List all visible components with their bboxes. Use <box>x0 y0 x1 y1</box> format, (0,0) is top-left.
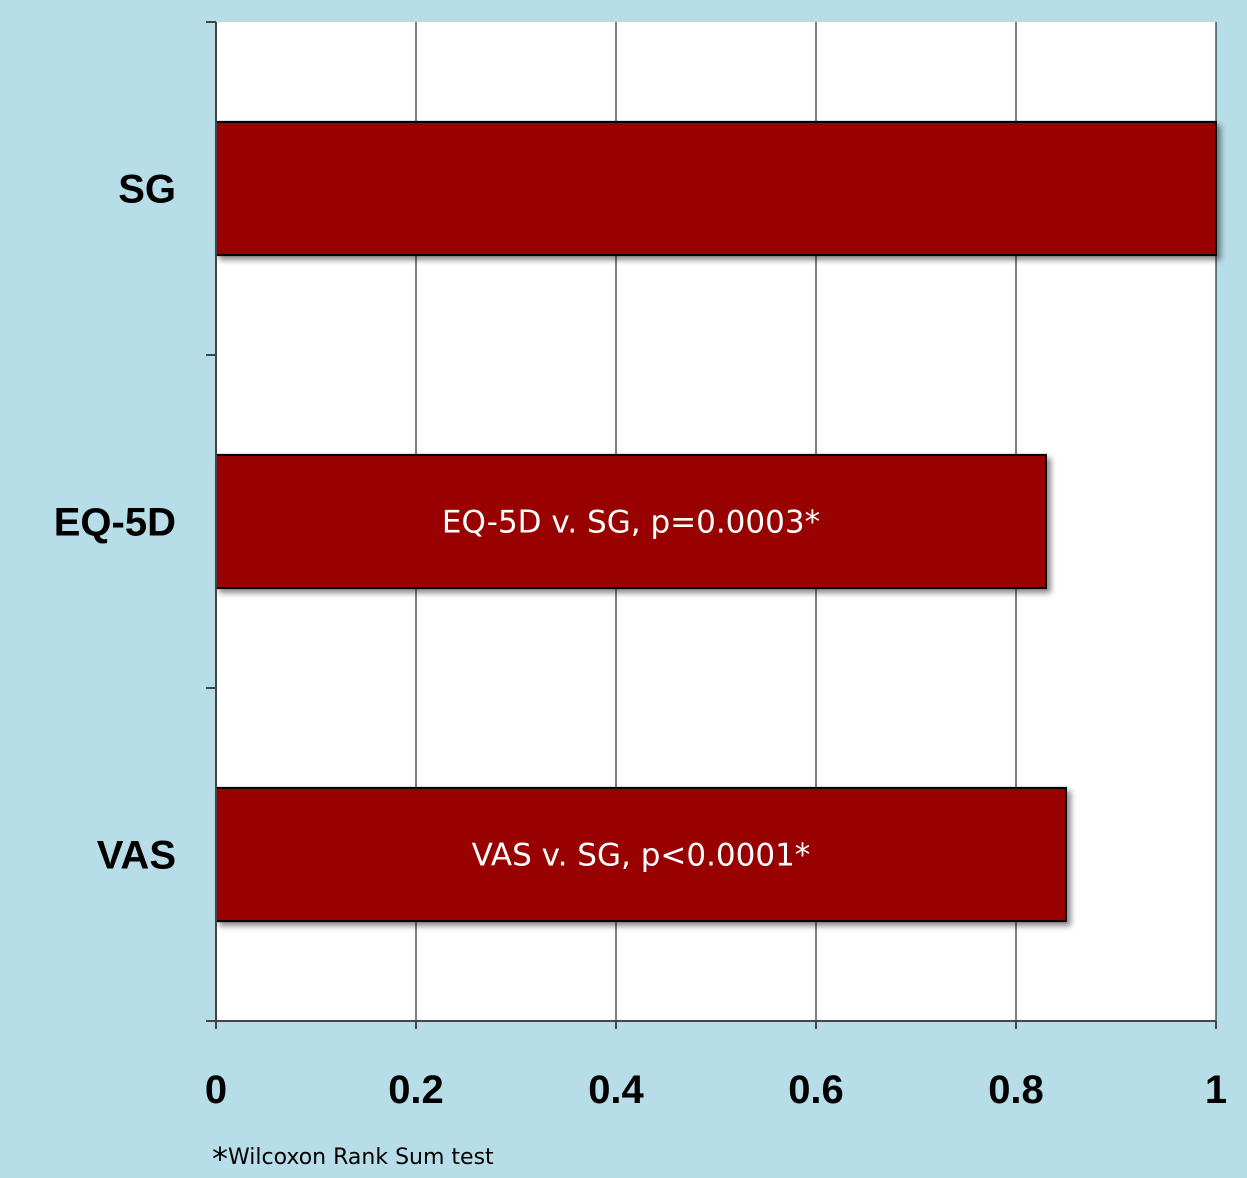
x-tick-labels: 0 0.2 0.4 0.6 0.8 1 <box>205 1068 1227 1112</box>
bar-annotation: EQ-5D v. SG, p=0.0003* <box>442 505 820 541</box>
x-tick-label: 1 <box>1205 1068 1227 1112</box>
x-tick-label: 0.8 <box>988 1068 1044 1112</box>
bar-sg <box>215 120 1217 257</box>
category-labels: SG EQ-5D VAS <box>54 168 176 878</box>
bar-eq-5d <box>215 453 1047 590</box>
category-label: SG <box>118 168 176 212</box>
x-tick-label: 0 <box>205 1068 227 1112</box>
category-label: EQ-5D <box>54 501 176 545</box>
footnote-marker: * <box>212 1140 228 1178</box>
footnote-text: Wilcoxon Rank Sum test <box>228 1145 494 1170</box>
x-tick-label: 0.4 <box>588 1068 644 1112</box>
bar-annotation: VAS v. SG, p<0.0001* <box>472 838 811 874</box>
axes <box>206 21 1217 1029</box>
x-tick-label: 0.2 <box>388 1068 444 1112</box>
x-tick-label: 0.6 <box>788 1068 844 1112</box>
footnote: *Wilcoxon Rank Sum test <box>212 1140 494 1178</box>
category-label: VAS <box>97 834 176 878</box>
